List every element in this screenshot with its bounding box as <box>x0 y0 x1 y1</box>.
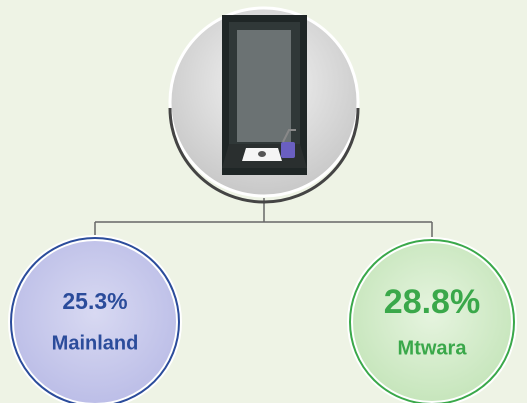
connectors <box>95 198 432 240</box>
node-value: 25.3% <box>62 288 127 314</box>
node-label: Mainland <box>52 332 139 354</box>
diagram: 25.3% Mainland 28.8% Mtwara <box>0 0 527 403</box>
node-value: 28.8% <box>384 283 480 321</box>
page: 25.3% Mainland 28.8% Mtwara (() => { con… <box>0 0 527 403</box>
toilet-icon <box>222 15 307 175</box>
node-label: Mtwara <box>398 337 468 359</box>
